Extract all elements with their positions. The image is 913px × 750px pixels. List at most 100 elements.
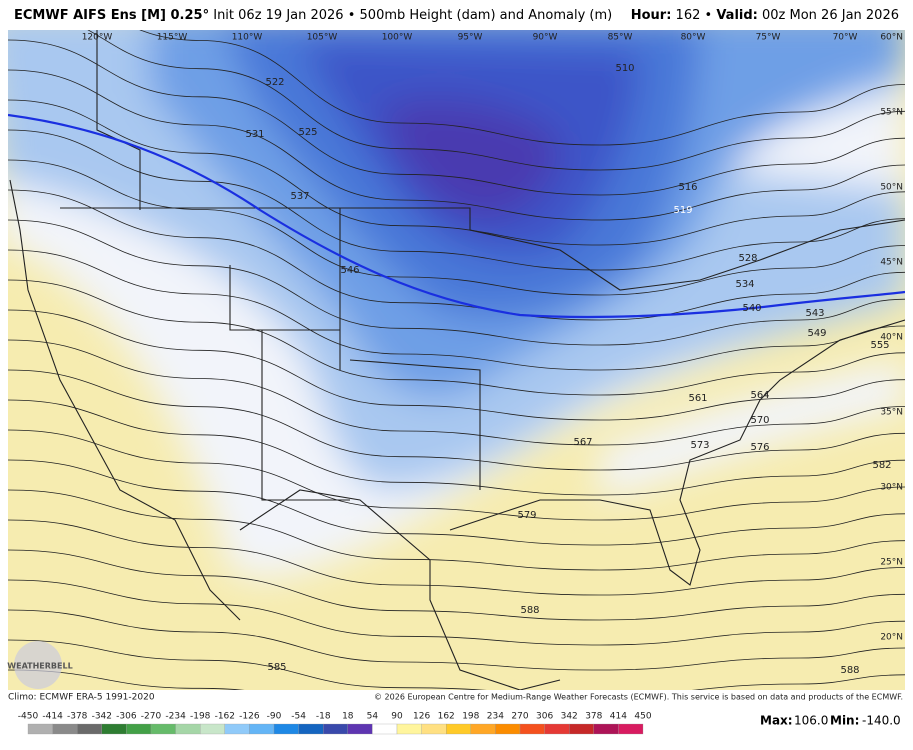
contour-label: 540 (742, 303, 761, 314)
colorbar-label: -162 (215, 712, 235, 722)
longitude-label: 120°W (82, 33, 113, 43)
contour (8, 369, 905, 471)
product: 500mb Height (dam) and Anomaly (m) (359, 8, 613, 23)
contour-label: 564 (750, 390, 769, 401)
contour-label: 585 (267, 662, 286, 673)
contour (8, 519, 905, 596)
colorbar-label: -378 (67, 712, 88, 722)
contour-label: 519 (673, 205, 692, 216)
contour (139, 30, 905, 146)
colorbar-label: 270 (511, 712, 528, 722)
contour (8, 129, 905, 271)
colorbar-label: -342 (92, 712, 112, 722)
latitude-label: 55°N (880, 108, 903, 118)
contour (8, 609, 905, 671)
colorbar: -450 -414 -378 -342 -306 -270 -234 -198 -162 -126… (18, 712, 652, 735)
colorbar-label: -306 (116, 712, 137, 722)
latitude-label: 20°N (880, 633, 903, 643)
longitude-label: 100°W (382, 33, 413, 43)
latitude-label: 60°N (880, 33, 903, 43)
latitude-label: 50°N (880, 183, 903, 193)
title: ECMWF AIFS Ens [M] 0.25° (14, 8, 210, 23)
colorbar-label: 450 (634, 712, 651, 722)
colorbar-label: 378 (585, 712, 602, 722)
contour-label: 546 (340, 265, 359, 276)
contour-label: 570 (750, 415, 769, 426)
contour-label: 576 (750, 442, 769, 453)
longitude-label: 70°W (833, 33, 858, 43)
hour: 162 (675, 8, 701, 23)
contour-label: 582 (872, 460, 891, 471)
min: -140.0 (862, 714, 901, 728)
latitude-label: 30°N (880, 483, 903, 493)
colorbar-label: -234 (165, 712, 186, 722)
longitude-label: 115°W (157, 33, 188, 43)
contour-label: 525 (298, 127, 317, 138)
contour (87, 30, 905, 171)
colorbar-label: 414 (610, 712, 627, 722)
colorbar-label: -414 (42, 712, 63, 722)
colorbar-label: -126 (239, 712, 260, 722)
valid: 00z Mon 26 Jan 2026 (762, 8, 899, 23)
colorbar-swatch (618, 723, 644, 735)
colorbar-swatch (175, 723, 201, 735)
colorbar-swatch (273, 723, 299, 735)
colorbar-label: 18 (342, 712, 354, 722)
colorbar-swatch (27, 723, 53, 735)
colorbar-swatch (347, 723, 373, 735)
contour-label: 567 (573, 437, 592, 448)
contour-label: 516 (678, 182, 697, 193)
contour-label: 510 (615, 63, 634, 74)
colorbar-swatch (77, 723, 102, 735)
colorbar-swatch (569, 723, 594, 735)
contour (8, 429, 905, 521)
colorbar-swatch (150, 723, 176, 735)
borders (9, 30, 905, 690)
colorbar-swatch (52, 723, 78, 735)
colorbar-label: 198 (462, 712, 479, 722)
longitude-label: 80°W (681, 33, 706, 43)
contour (8, 69, 905, 221)
contour (8, 399, 905, 496)
colorbar-swatch (298, 723, 324, 735)
colorbar-label: 90 (391, 712, 403, 722)
colorbar-swatch (396, 723, 422, 735)
map-labels: 120°W 115°W 110°W 105°W 100°W 95°W 90°W 85°W 80°… (82, 33, 903, 677)
colorbar-label: 342 (561, 712, 578, 722)
colorbar-swatch (495, 723, 521, 735)
colorbar-label: -450 (18, 712, 39, 722)
colorbar-label: 306 (536, 712, 553, 722)
max-label: Max: (760, 714, 793, 728)
contour-label: 543 (805, 308, 824, 319)
logo: WEATHERBELL (7, 641, 73, 689)
copyright: © 2026 European Centre for Medium-Range … (374, 693, 903, 702)
contour-label: 549 (807, 328, 826, 339)
contour-label: 528 (738, 253, 757, 264)
contour (8, 339, 905, 446)
colorbar-swatch (249, 723, 275, 735)
colorbar-swatch (470, 723, 496, 735)
contour (8, 309, 905, 421)
contour (8, 219, 905, 346)
longitude-label: 90°W (533, 33, 558, 43)
contour-label: 579 (517, 510, 536, 521)
colorbar-swatch (372, 723, 398, 735)
valid-label: Valid: (716, 8, 758, 23)
latitude-label: 25°N (880, 558, 903, 568)
latitude-label: 45°N (880, 258, 903, 268)
contour (8, 669, 245, 690)
colorbar-swatch (544, 723, 570, 735)
climo: Climo: ECMWF ERA-5 1991-2020 (8, 693, 155, 703)
colorbar-swatch (593, 723, 619, 735)
init: Init 06z 19 Jan 2026 (213, 8, 344, 23)
colorbar-label: 126 (413, 712, 430, 722)
min-label: Min: (830, 714, 859, 728)
longitude-label: 95°W (458, 33, 483, 43)
sep: • (704, 8, 713, 23)
sep: • (347, 8, 356, 23)
anomaly-shading (8, 30, 905, 578)
contour (8, 549, 905, 621)
latitude-label: 35°N (880, 408, 903, 418)
map-field (8, 30, 905, 690)
contour-label: 534 (735, 279, 754, 290)
